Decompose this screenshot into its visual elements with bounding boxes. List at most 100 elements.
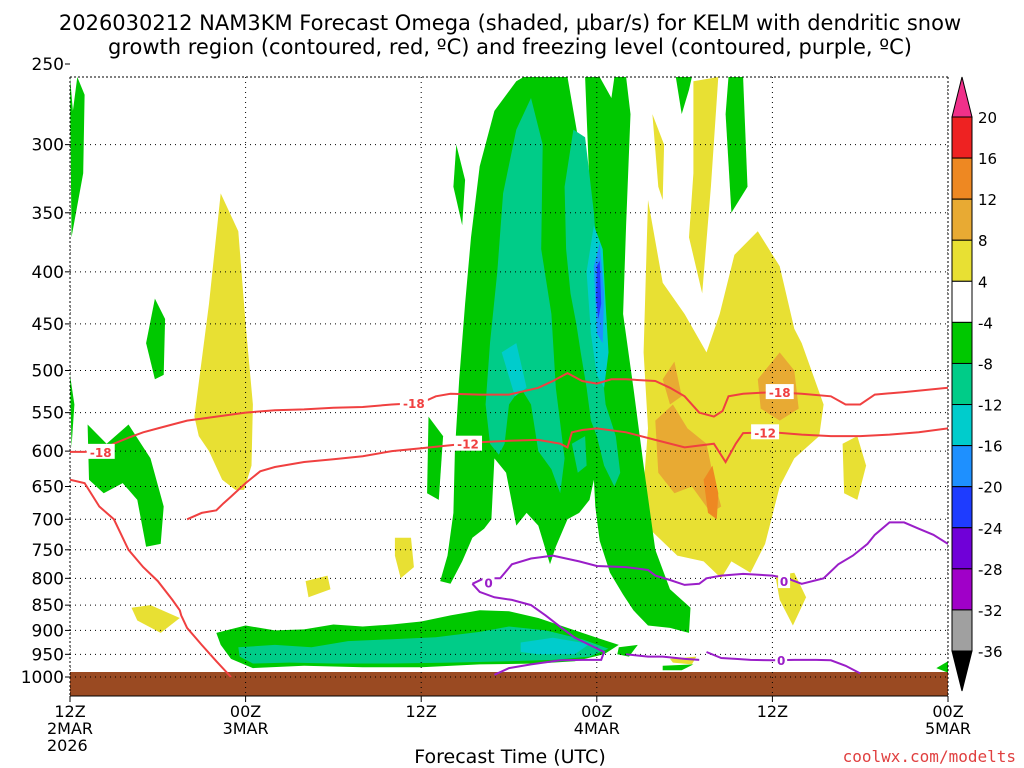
omega-region-32 [501,343,527,397]
omega-region-12 [675,77,692,115]
dgz-label-bg-2 [454,435,483,451]
y-tick-label-850: 850 [32,596,64,616]
omega-region-10 [617,644,638,657]
colorbar-swatch-1 [951,157,973,200]
colorbar-label-7: -12 [978,397,1003,415]
colorbar-label-3: 8 [978,232,988,250]
x-tick-label-60-1: 5MAR [925,719,971,738]
y-tick-label-750: 750 [32,541,64,561]
omega-region-4 [146,298,166,380]
colorbar-swatch-8 [951,445,973,488]
colorbar-swatch-6 [951,362,973,406]
omega-region-2 [194,193,253,490]
colorbar-swatch-2 [951,198,973,241]
freezing-label-bg-0 [482,574,495,590]
y-tick-label-250: 250 [32,55,64,75]
omega-region-6 [305,575,331,598]
x-axis-label: Forecast Time (UTC) [414,746,605,768]
dgz-label-0: -18 [90,446,112,460]
colorbar-swatch-4 [951,280,973,323]
y-tick-label-300: 300 [32,136,64,156]
x-tick-label-60-0: 00Z [932,702,963,721]
omega-region-23 [662,361,682,405]
dgz-label-3: -18 [769,386,791,400]
omega-region-24 [703,465,719,520]
omega-region-7 [394,537,414,579]
colorbar-swatch-12 [951,609,973,652]
colorbar-swatch-5 [951,321,973,364]
colorbar-label-9: -20 [978,479,1003,497]
colorbar-label-12: -32 [978,602,1003,620]
x-tick-label-0-1: 2MAR [47,719,93,738]
freezing-contour-0 [471,521,948,586]
omega-region-5 [131,605,180,633]
colorbar-label-8: -16 [978,438,1003,456]
chart-title-line2: growth region (contoured, red, ºC) and f… [108,35,912,59]
y-tick-label-700: 700 [32,510,64,530]
credit-url: coolwx.com/modelts [843,747,1016,766]
colorbar-swatch-0 [951,116,973,159]
dgz-label-bg-1 [399,394,428,410]
omega-region-17 [652,114,665,200]
chart-title-line1: 2026030212 NAM3KM Forecast Omega (shaded… [59,11,961,35]
dgz-label-1: -18 [403,397,425,411]
y-tick-label-800: 800 [32,569,64,589]
dgz-label-bg-4 [751,424,780,440]
colorbar-swatch-7 [951,404,973,447]
freezing-contour-1 [471,583,606,676]
colorbar-label-6: -8 [978,355,993,373]
omega-region-8 [427,416,444,500]
omega-region-35 [596,260,602,319]
y-tick-label-650: 650 [32,478,64,498]
x-tick-label-24-0: 12Z [406,702,437,721]
colorbar-bottom-arrow [951,650,973,692]
dgz-label-bg-3 [765,384,794,400]
plot-area: -18 -18 -12 -18 -12 0 0 0 [70,77,948,696]
y-tick-label-500: 500 [32,362,64,382]
omega-region-0 [70,77,85,238]
omega-region-1 [70,374,75,448]
omega-region-18 [842,436,867,500]
x-tick-label-12-0: 00Z [230,702,261,721]
x-tick-label-36-0: 00Z [581,702,612,721]
freezing-label-bg-1 [778,573,791,589]
freezing-label-bg-2 [775,651,788,667]
colorbar-label-0: 20 [978,109,997,127]
colorbar-top-arrow [951,76,973,118]
colorbar-label-1: 16 [978,150,997,168]
colorbar-swatch-9 [951,486,973,529]
freezing-label-2: 0 [777,654,785,668]
omega-region-3 [87,424,164,547]
dgz-label-4: -12 [754,426,776,440]
y-tick-label-1000: 1000 [21,668,64,688]
y-tick-label-350: 350 [32,204,64,224]
colorbar-swatch-10 [951,527,973,570]
freezing-contour-3 [625,653,700,661]
omega-region-30 [571,436,587,473]
omega-region-16 [689,77,719,294]
colorbar-swatch-3 [951,239,973,282]
x-tick-label-48-0: 12Z [757,702,788,721]
colorbar-label-5: -4 [978,314,993,332]
x-tick-label-0-0: 12Z [54,702,85,721]
y-tick-label-550: 550 [32,404,64,424]
y-tick-label-600: 600 [32,442,64,462]
freezing-label-0: 0 [484,577,492,591]
x-tick-label-0-2: 2026 [47,736,88,755]
colorbar-label-4: 4 [978,273,988,291]
colorbar-label-10: -24 [978,520,1003,538]
y-tick-label-400: 400 [32,263,64,283]
colorbar-label-2: 12 [978,191,997,209]
x-tick-label-36-1: 4MAR [574,719,620,738]
colorbar-label-11: -28 [978,561,1003,579]
omega-region-13 [725,77,748,213]
dgz-contour-m12-1 [70,478,232,678]
x-tick-label-12-1: 3MAR [223,719,269,738]
colorbar-label-13: -36 [978,643,1003,661]
omega-region-14 [936,661,948,673]
freezing-label-1: 0 [780,575,788,589]
y-tick-label-950: 950 [32,645,64,665]
omega-region-11 [662,664,694,671]
y-tick-label-450: 450 [32,315,64,335]
